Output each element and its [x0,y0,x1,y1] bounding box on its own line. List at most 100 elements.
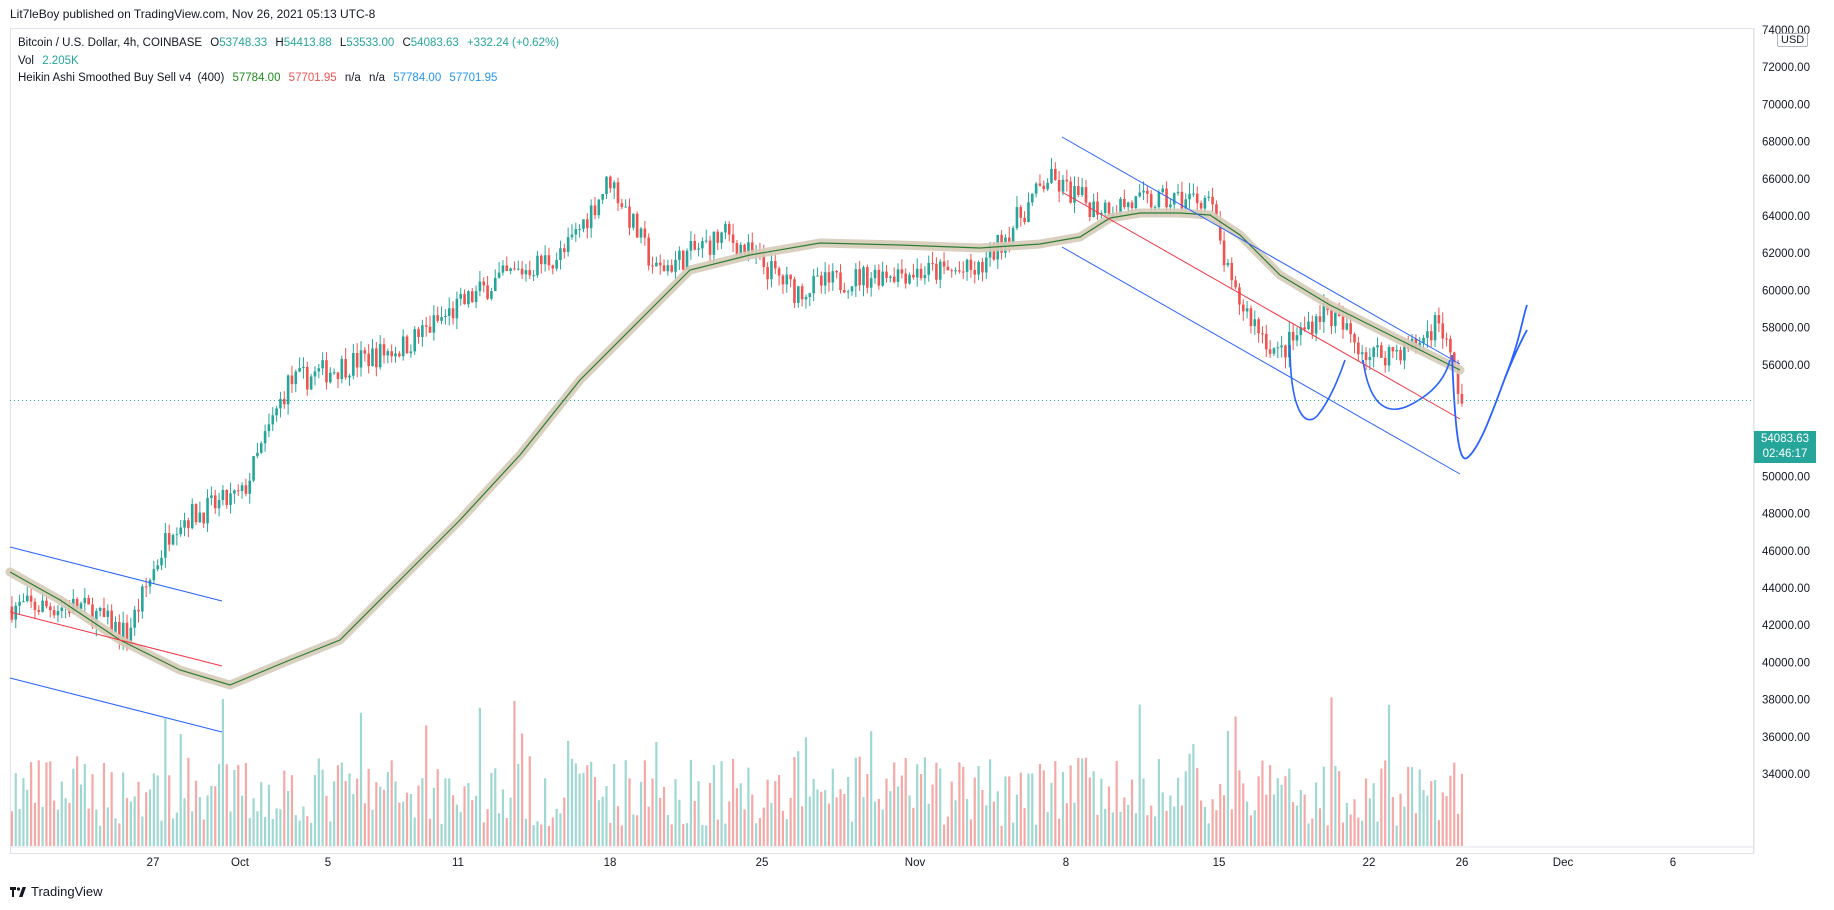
volume-bar [64,798,67,846]
candle-body [651,265,654,267]
legend-change: +332.24 (+0.62%) [466,37,560,49]
time-tick-label: 5 [325,857,331,869]
candle-body [332,372,336,374]
candle-body [658,262,662,266]
volume-bar [240,795,244,846]
candle-body [1364,352,1368,361]
volume-bar [474,795,478,846]
volume-bar [831,768,834,846]
volume-bar [908,795,911,846]
legend-symbol[interactable]: Bitcoin / U.S. Dollar, 4h, COINBASE [18,37,203,49]
volume-bar [524,818,528,846]
candle-body [1372,347,1375,358]
top-bar: Lit7leBoy published on TradingView.com, … [0,0,1834,28]
candle-body [1330,310,1333,327]
candle-body [286,375,290,405]
volume-bar [45,762,48,846]
volume-bar [451,795,455,846]
volume-bar [1453,762,1456,846]
volume-bar [843,793,846,846]
volume-bar [53,800,56,846]
volume-bar [152,773,155,846]
candle-body [1226,262,1230,266]
candle-body [79,603,83,610]
candle-body [267,424,271,432]
volume-bar [670,824,673,846]
volume-bar [758,818,762,846]
candle-body [601,194,604,200]
volume-bar [965,799,969,846]
volume-bar [325,795,328,846]
legend-indicator-name[interactable]: Heikin Ashi Smoothed Buy Sell v4 [18,72,192,84]
candle-body [628,206,631,228]
candle-body [233,490,236,494]
volume-bar [79,784,83,846]
candle-body [892,276,896,282]
volume-bar [674,779,677,846]
volume-bar [440,824,443,846]
volume-bar [497,813,501,846]
time-tick-label: 27 [147,857,160,869]
candle-body [785,274,789,285]
candle-body [221,490,225,501]
candle-body [1050,168,1053,183]
candle-body [873,269,877,279]
candle-body [735,242,739,256]
candle-body [850,286,854,292]
candle-body [570,234,574,238]
legend-vol-label[interactable]: Vol [18,54,34,67]
volume-bar [1384,760,1387,846]
volume-bar [56,809,60,846]
candle-body [885,271,888,278]
volume-bar [724,823,727,846]
volume-bar [1372,783,1375,846]
time-tick-label: 11 [452,857,464,869]
volume-bar [1238,770,1241,846]
candle-body [436,315,440,321]
candle-body [1433,315,1437,341]
candle-body [1207,196,1211,198]
candle-body [344,359,347,378]
volume-bar [352,793,355,846]
candle-body [1376,345,1379,348]
candle-body [1065,179,1069,182]
candle-body [121,622,125,640]
candle-body [938,261,942,280]
candle-body [463,294,466,305]
time-tick-label: 25 [756,857,769,869]
price-tick-label: 60000.00 [1762,285,1810,297]
candle-body [1107,202,1111,217]
volume-bar [1242,783,1245,846]
volume-bar [1150,805,1153,846]
volume-bar [896,786,900,846]
tradingview-brand[interactable]: TradingView [10,884,103,899]
volume-bar [428,818,432,846]
candle-body [1403,341,1406,361]
candle-body [846,291,850,293]
volume-bar [1292,802,1295,846]
volume-bar [425,725,428,846]
volume-bar [436,769,439,846]
volume-bar [1284,776,1287,846]
volume-bar [256,811,259,846]
volume-bar [1161,792,1164,846]
volume-bar [1180,805,1183,846]
volume-bar [1142,778,1145,846]
candle-body [509,268,512,272]
volume-bar [1380,768,1383,846]
volume-bar [866,774,869,846]
volume-bar [1196,767,1199,846]
volume-bar [712,765,716,846]
time-tick-label: Dec [1553,857,1574,869]
currency-label[interactable]: USD [1777,33,1809,47]
candle-body [432,315,436,333]
volume-bar [156,775,159,846]
candle-body [240,485,244,492]
projected-path-upper [1504,304,1528,379]
candle-body [1380,345,1383,358]
volume-bar [1157,759,1160,846]
channel-upper-right [1061,136,1461,365]
pattern-curve-v [1462,305,1527,440]
volume-bar [1153,816,1157,846]
